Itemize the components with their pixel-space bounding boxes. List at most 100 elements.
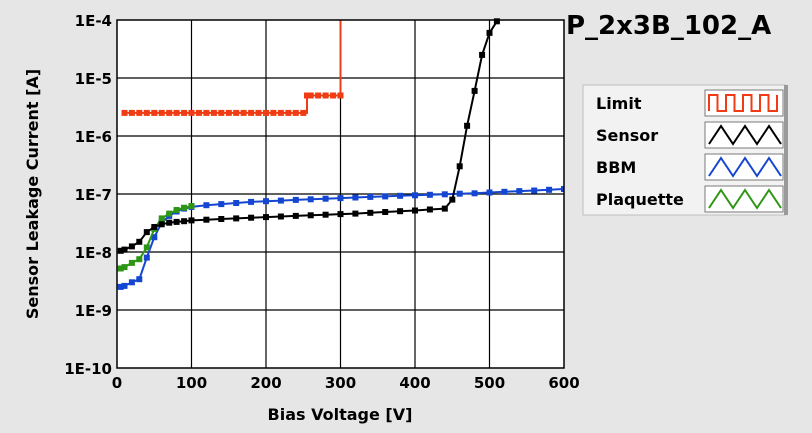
data-point-plaquette — [117, 265, 124, 272]
data-point-bbm — [143, 254, 150, 261]
data-point-sensor — [248, 214, 255, 221]
data-point-limit — [263, 109, 269, 116]
legend-item-bbm: BBM — [596, 153, 784, 181]
tick-labels: 0 100 200 300 400 500 600 1E-4 1E-5 1E-6 1E-7 1E-8 1… — [64, 12, 579, 392]
data-point-sensor — [203, 216, 210, 223]
data-point-limit — [322, 92, 329, 99]
data-point-limit — [143, 109, 150, 116]
data-point-sensor — [493, 18, 500, 25]
data-point-sensor — [188, 217, 195, 224]
data-point-bbm — [426, 191, 433, 198]
data-point-bbm — [292, 196, 299, 203]
data-point-limit — [255, 109, 262, 116]
legend-swatch-line — [708, 156, 782, 178]
legend-item-plaquette: Plaquette — [596, 185, 784, 213]
data-point-sensor — [367, 209, 374, 216]
x-tick-label: 200 — [250, 374, 281, 392]
data-point-limit — [330, 92, 337, 99]
data-point-plaquette — [166, 210, 173, 217]
data-point-plaquette — [188, 203, 195, 209]
data-point-limit — [181, 109, 188, 116]
data-point-sensor — [121, 246, 128, 253]
data-point-limit — [195, 109, 202, 116]
data-point-limit — [225, 109, 232, 116]
data-point-sensor — [486, 29, 493, 36]
x-tick-label: 100 — [176, 374, 207, 392]
data-point-sensor — [397, 208, 404, 215]
data-point-bbm — [531, 187, 538, 194]
x-tick-label: 0 — [112, 374, 122, 392]
legend-label: Plaquette — [596, 190, 684, 209]
x-tick-label: 500 — [474, 374, 505, 392]
y-tick-label: 1E-6 — [75, 128, 112, 146]
data-point-limit — [292, 109, 299, 116]
data-point-sensor — [426, 206, 433, 213]
legend-label: BBM — [596, 158, 636, 177]
data-point-bbm — [218, 201, 225, 208]
data-point-limit — [173, 109, 180, 116]
y-tick-label: 1E-5 — [75, 70, 112, 88]
data-point-sensor — [166, 219, 173, 226]
x-tick-label: 600 — [548, 374, 579, 392]
data-point-limit — [151, 109, 158, 116]
data-point-bbm — [516, 188, 523, 195]
legend-swatch-line — [708, 94, 778, 112]
data-point-sensor — [456, 163, 463, 170]
data-point-limit — [277, 109, 284, 116]
data-point-sensor — [136, 238, 143, 245]
data-point-limit — [128, 109, 135, 116]
data-point-bbm — [382, 193, 389, 200]
legend-swatch-line — [708, 124, 782, 146]
series-limit — [121, 20, 344, 116]
data-point-sensor — [277, 213, 284, 220]
y-tick-label: 1E-7 — [75, 186, 112, 204]
data-point-sensor — [307, 212, 314, 219]
data-point-sensor — [412, 207, 418, 214]
legend-label: Limit — [596, 94, 642, 113]
data-point-bbm — [277, 197, 284, 204]
x-axis-title: Bias Voltage [V] — [268, 405, 413, 424]
data-point-sensor — [441, 205, 448, 212]
data-point-limit — [188, 109, 195, 116]
data-point-sensor — [128, 243, 135, 250]
x-tick-label: 400 — [399, 374, 430, 392]
y-tick-label: 1E-8 — [75, 244, 112, 262]
data-point-sensor — [158, 221, 165, 228]
data-point-bbm — [546, 186, 553, 193]
data-point-bbm — [117, 283, 124, 290]
data-point-bbm — [412, 192, 418, 199]
data-point-sensor — [337, 211, 344, 218]
data-point-bbm — [248, 198, 255, 205]
data-point-bbm — [441, 191, 448, 198]
data-point-bbm — [471, 190, 478, 197]
data-point-limit — [337, 92, 344, 99]
data-point-limit — [248, 109, 255, 116]
y-axis-title: Sensor Leakage Current [A] — [23, 69, 42, 319]
data-point-bbm — [367, 193, 374, 200]
data-point-sensor — [352, 210, 359, 217]
data-point-sensor — [449, 196, 456, 203]
data-point-bbm — [307, 196, 314, 203]
data-point-plaquette — [143, 244, 150, 251]
data-point-limit — [240, 109, 247, 116]
data-point-limit — [210, 109, 217, 116]
data-point-limit — [121, 109, 128, 116]
legend-item-sensor: Sensor — [596, 121, 784, 149]
legend-shadow — [784, 85, 788, 215]
data-point-bbm — [322, 195, 329, 202]
data-point-limit — [300, 109, 307, 116]
data-point-limit — [304, 92, 310, 99]
data-point-bbm — [397, 192, 404, 199]
data-point-limit — [158, 109, 165, 116]
data-point-bbm — [233, 200, 240, 206]
data-point-sensor — [181, 218, 188, 225]
data-point-bbm — [151, 234, 158, 241]
data-point-bbm — [263, 198, 269, 205]
data-point-limit — [166, 109, 173, 116]
data-point-limit — [218, 109, 225, 116]
data-point-plaquette — [136, 256, 143, 263]
data-point-sensor — [117, 247, 124, 254]
data-point-sensor — [292, 212, 299, 219]
data-point-sensor — [464, 122, 471, 129]
data-point-limit — [203, 109, 210, 116]
